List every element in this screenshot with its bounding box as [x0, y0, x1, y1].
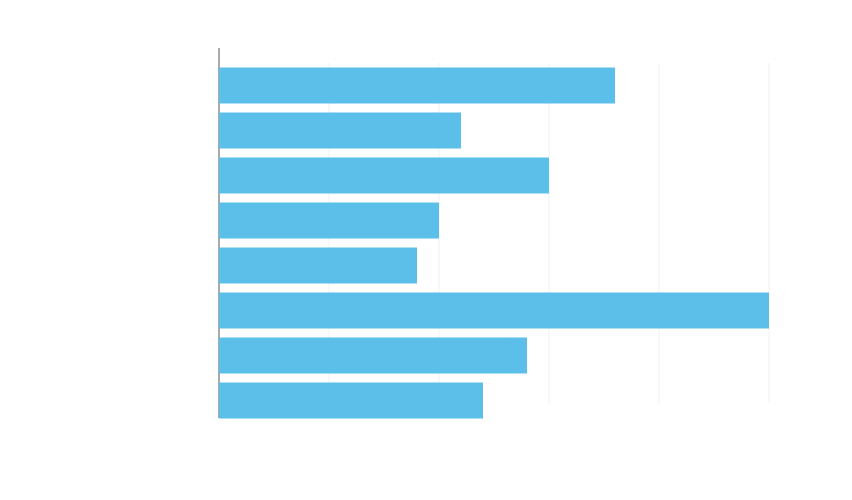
- bar: [219, 157, 549, 194]
- bar: [219, 67, 615, 104]
- bar: [219, 247, 417, 284]
- bar: [219, 202, 439, 239]
- bar: [219, 112, 461, 149]
- bar: [219, 292, 769, 329]
- bar: [219, 382, 483, 419]
- bar: [219, 337, 527, 374]
